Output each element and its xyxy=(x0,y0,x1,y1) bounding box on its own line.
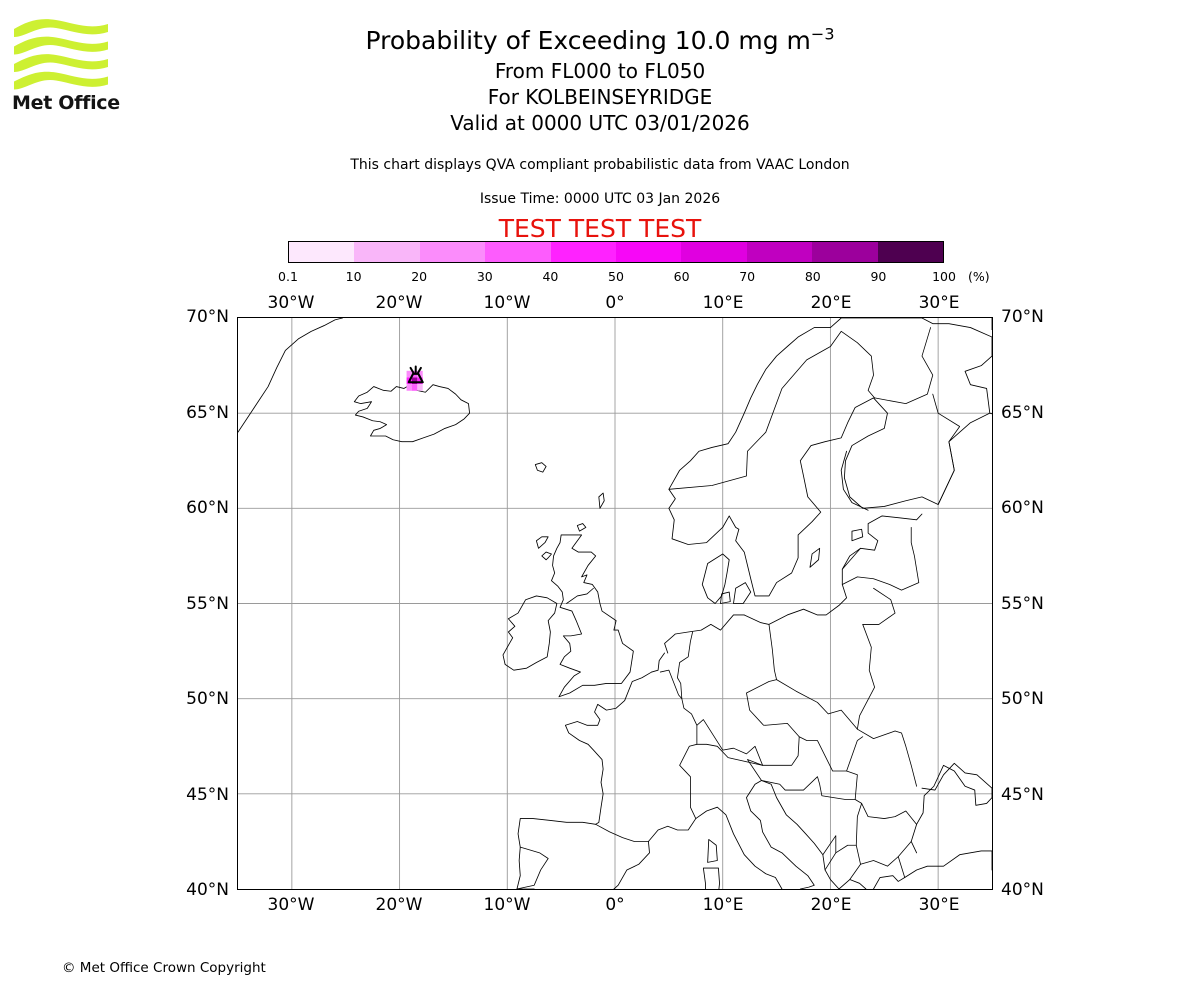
met-office-logo: Met Office xyxy=(12,18,132,114)
lat-tick-right-40°N: 40°N xyxy=(1001,880,1044,900)
lon-tick-top-30°E: 30°E xyxy=(918,293,960,313)
ash-cell xyxy=(406,370,412,378)
colorbar-tick-0.1: 0.1 xyxy=(278,269,298,284)
ash-cell xyxy=(417,370,423,378)
lat-tick-left-45°N: 45°N xyxy=(186,784,229,805)
lat-tick-right-45°N: 45°N xyxy=(1001,784,1044,805)
lon-tick-bottom-30°W: 30°W xyxy=(267,895,315,915)
colorbar-tick-90: 90 xyxy=(870,269,887,284)
page-title-exponent: −3 xyxy=(810,24,835,44)
colorbar-unit-label: (%) xyxy=(968,269,990,284)
qva-compliance-note: This chart displays QVA compliant probab… xyxy=(350,157,850,173)
colorbar-tick-10: 10 xyxy=(345,269,362,284)
colorbar-band-80-90 xyxy=(812,242,878,262)
ash-cell xyxy=(411,384,418,391)
lat-tick-right-70°N: 70°N xyxy=(1001,307,1044,327)
colorbar-band-10-20 xyxy=(354,242,420,262)
lat-tick-left-65°N: 65°N xyxy=(186,402,229,423)
colorbar-band-0.1-10 xyxy=(289,242,355,262)
lon-tick-top-20°E: 20°E xyxy=(810,293,852,313)
volcano-marker-icon xyxy=(407,365,424,384)
met-office-wave-mark xyxy=(14,19,108,90)
colorbar-band-60-70 xyxy=(681,242,747,262)
issue-time: Issue Time: 0000 UTC 03 Jan 2026 xyxy=(479,191,721,207)
page-title-text: Probability of Exceeding 10.0 mg m xyxy=(365,26,811,55)
lat-tick-left-50°N: 50°N xyxy=(186,689,229,709)
colorbar-band-50-60 xyxy=(616,242,682,262)
colorbar-tick-70: 70 xyxy=(739,269,756,284)
lon-tick-bottom-10°E: 10°E xyxy=(702,895,744,915)
lat-tick-right-65°N: 65°N xyxy=(1001,402,1044,423)
copyright-notice: © Met Office Crown Copyright xyxy=(62,960,266,976)
valid-time: Valid at 0000 UTC 03/01/2026 xyxy=(450,111,750,135)
ash-cell xyxy=(417,384,423,391)
colorbar-bands xyxy=(288,241,944,263)
page-title: Probability of Exceeding 10.0 mg m−3 xyxy=(0,24,1200,58)
colorbar-band-20-30 xyxy=(419,242,486,262)
ash-cell xyxy=(411,377,418,385)
flight-level-range: From FL000 to FL050 xyxy=(494,59,706,83)
lon-tick-top-0°: 0° xyxy=(605,293,625,313)
lat-tick-right-60°N: 60°N xyxy=(1001,498,1044,518)
lon-tick-bottom-30°E: 30°E xyxy=(918,895,960,915)
lon-tick-top-20°W: 20°W xyxy=(375,293,423,313)
lon-tick-bottom-20°E: 20°E xyxy=(810,895,852,915)
ash-cell xyxy=(406,384,412,391)
lon-tick-top-30°W: 30°W xyxy=(267,293,315,313)
lon-tick-bottom-0°: 0° xyxy=(605,895,625,915)
chart-title-block: Probability of Exceeding 10.0 mg m−3 Fro… xyxy=(0,24,1200,136)
colorbar-tick-60: 60 xyxy=(673,269,690,284)
probability-colorbar xyxy=(288,241,944,263)
lat-tick-left-70°N: 70°N xyxy=(186,307,229,327)
colorbar-tick-40: 40 xyxy=(542,269,559,284)
colorbar-band-30-40 xyxy=(485,242,551,262)
lat-tick-left-55°N: 55°N xyxy=(186,593,229,614)
colorbar-tick-20: 20 xyxy=(411,269,428,284)
lon-tick-top-10°W: 10°W xyxy=(483,293,531,313)
lat-tick-right-50°N: 50°N xyxy=(1001,689,1044,709)
colorbar-band-90-100 xyxy=(877,242,944,262)
colorbar-tick-labels: 0.1 10 20 30 40 50 60 70 80 90 100 xyxy=(278,269,956,285)
europe-map xyxy=(238,318,992,889)
lon-tick-bottom-20°W: 20°W xyxy=(375,895,423,915)
colorbar-band-40-50 xyxy=(550,242,617,262)
map-coastlines xyxy=(238,318,992,889)
colorbar-tick-100: 100 xyxy=(932,269,956,284)
lon-tick-top-10°E: 10°E xyxy=(702,293,744,313)
colorbar-tick-50: 50 xyxy=(608,269,624,284)
colorbar-band-70-80 xyxy=(746,242,813,262)
colorbar-tick-80: 80 xyxy=(804,269,821,284)
lon-tick-bottom-10°W: 10°W xyxy=(483,895,531,915)
map-plot-area[interactable] xyxy=(237,317,993,890)
colorbar-tick-30: 30 xyxy=(476,269,493,284)
lat-tick-left-40°N: 40°N xyxy=(186,880,229,900)
lat-tick-left-60°N: 60°N xyxy=(186,498,229,518)
test-banner: TEST TEST TEST xyxy=(498,214,702,243)
lat-tick-right-55°N: 55°N xyxy=(1001,593,1044,614)
volcano-name: For KOLBEINSEYRIDGE xyxy=(487,85,713,109)
met-office-logo-text: Met Office xyxy=(12,92,120,114)
ash-cell xyxy=(417,377,423,385)
